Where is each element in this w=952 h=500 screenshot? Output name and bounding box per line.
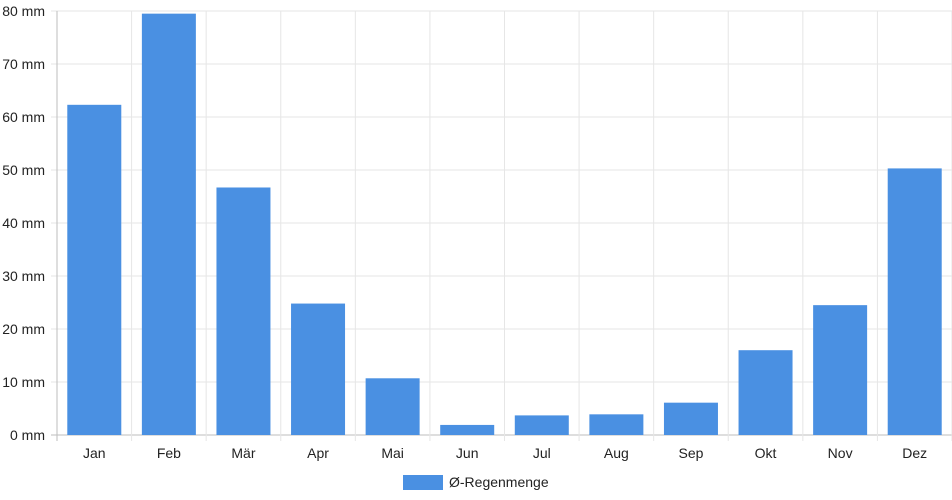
bar-apr[interactable] — [291, 303, 346, 435]
y-tick-label: 60 mm — [2, 109, 45, 125]
legend-label[interactable]: Ø-Regenmenge — [449, 474, 549, 490]
bar-jul[interactable] — [514, 415, 569, 435]
bar-mär[interactable] — [216, 187, 271, 435]
y-tick-label: 10 mm — [2, 374, 45, 390]
bar-aug[interactable] — [589, 414, 644, 435]
x-tick-label: Dez — [902, 445, 927, 461]
bar-dez[interactable] — [887, 168, 942, 435]
x-tick-label: Jun — [456, 445, 479, 461]
legend-swatch[interactable] — [403, 475, 443, 490]
bar-okt[interactable] — [738, 350, 793, 435]
x-tick-label: Jan — [83, 445, 106, 461]
x-tick-label: Sep — [678, 445, 703, 461]
legend[interactable]: Ø-Regenmenge — [403, 474, 549, 490]
y-tick-label: 70 mm — [2, 56, 45, 72]
bar-sep[interactable] — [663, 402, 718, 435]
y-tick-label: 30 mm — [2, 268, 45, 284]
y-axis: 0 mm 10 mm 20 mm 30 mm 40 mm 50 mm 60 mm 70 mm 8… — [2, 3, 45, 443]
x-tick-label: Jul — [533, 445, 551, 461]
x-tick-label: Mär — [231, 445, 255, 461]
y-tick-label: 20 mm — [2, 321, 45, 337]
y-tick-label: 0 mm — [10, 427, 45, 443]
bar-series — [67, 13, 942, 436]
x-tick-label: Okt — [755, 445, 777, 461]
x-tick-label: Apr — [307, 445, 329, 461]
bar-jun[interactable] — [440, 424, 495, 435]
y-tick-label: 80 mm — [2, 3, 45, 19]
x-tick-label: Aug — [604, 445, 629, 461]
x-tick-label: Mai — [381, 445, 404, 461]
bar-feb[interactable] — [141, 13, 196, 436]
x-axis: Jan Feb Mär Apr Mai Jun Jul Aug Sep Okt Nov Dez — [83, 445, 927, 461]
bar-nov[interactable] — [813, 305, 868, 435]
y-tick-label: 50 mm — [2, 162, 45, 178]
bar-mai[interactable] — [365, 378, 420, 435]
x-tick-label: Feb — [157, 445, 181, 461]
y-tick-label: 40 mm — [2, 215, 45, 231]
x-tick-label: Nov — [828, 445, 853, 461]
chart-grid — [51, 10, 952, 441]
bar-jan[interactable] — [67, 104, 122, 435]
